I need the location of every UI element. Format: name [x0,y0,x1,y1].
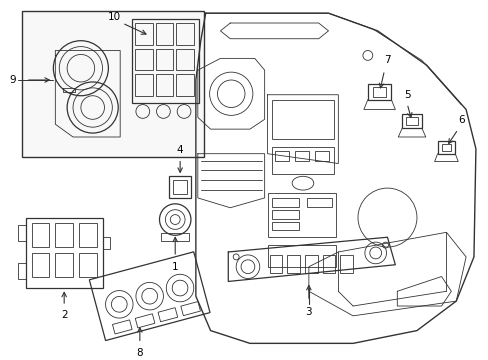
Text: 7: 7 [384,55,390,66]
Bar [22,11,203,157]
Text: 10: 10 [107,12,121,22]
Text: 1: 1 [172,262,178,272]
Bar [271,198,299,207]
Bar [271,210,299,219]
Bar [402,114,421,128]
Bar [32,224,49,247]
Bar [135,74,152,96]
Bar [169,176,190,198]
Bar [158,308,177,322]
Bar [155,23,173,45]
Bar [367,84,390,100]
Bar [314,151,328,161]
Bar [132,19,199,103]
Text: 9: 9 [10,75,17,85]
Bar [89,252,209,341]
Bar [161,233,188,241]
Text: 3: 3 [305,307,311,317]
Bar [305,255,317,273]
Bar [135,314,155,328]
Bar [135,23,152,45]
Bar [26,217,102,288]
Bar [437,141,454,154]
Bar [155,49,173,70]
Bar [286,255,300,273]
Bar [406,117,417,125]
Bar [79,224,97,247]
Bar [306,198,332,207]
Bar [176,74,194,96]
Bar [372,87,386,97]
Bar [271,221,299,230]
Bar [32,253,49,276]
Bar [173,180,186,194]
Bar [176,23,194,45]
Text: 4: 4 [177,145,183,155]
Bar [340,255,352,273]
Bar [176,49,194,70]
Bar [441,144,450,151]
Bar [55,253,73,276]
Bar [135,49,152,70]
Bar [267,193,336,237]
Bar [112,320,132,334]
Bar [18,225,26,241]
Bar [79,253,97,276]
Text: 8: 8 [136,348,143,358]
Bar [102,237,110,249]
Text: 6: 6 [457,115,464,125]
Bar [322,255,335,273]
Text: 2: 2 [61,310,67,320]
Bar [267,245,336,267]
Bar [271,147,334,174]
Bar [294,151,308,161]
Bar [18,263,26,279]
Bar [275,151,288,161]
Bar [269,255,282,273]
Bar [55,224,73,247]
Text: 5: 5 [403,90,409,100]
Bar [271,100,334,139]
Bar [155,74,173,96]
Bar [181,302,200,316]
